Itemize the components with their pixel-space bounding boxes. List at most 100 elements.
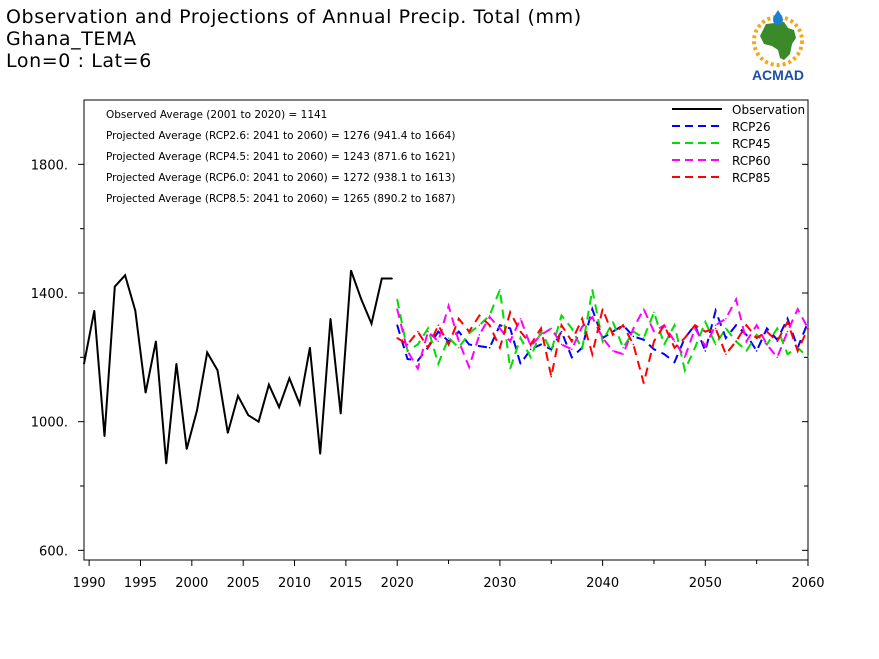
- data-point-rcp60: [745, 340, 748, 343]
- data-point-rcp45: [663, 343, 666, 346]
- data-point-rcp60: [786, 330, 789, 333]
- data-point-rcp85: [612, 334, 614, 336]
- data-point-rcp45: [478, 324, 481, 326]
- data-point-rcp60: [581, 325, 583, 328]
- data-point-rcp60: [776, 356, 778, 359]
- data-point-observation: [319, 453, 321, 455]
- x-tick-label: 2015: [329, 576, 362, 591]
- data-point-rcp60: [396, 308, 399, 310]
- data-point-rcp60: [560, 343, 563, 346]
- stat-annotation: Projected Average (RCP2.6: 2041 to 2060)…: [106, 130, 455, 142]
- data-point-rcp60: [509, 340, 511, 343]
- data-point-rcp26: [540, 343, 542, 346]
- stat-annotation: Projected Average (RCP6.0: 2041 to 2060)…: [106, 172, 455, 184]
- data-point-rcp85: [622, 324, 624, 326]
- data-point-rcp85: [540, 327, 542, 330]
- stat-annotation: Projected Average (RCP4.5: 2041 to 2060)…: [106, 151, 455, 163]
- data-point-rcp85: [745, 324, 748, 326]
- data-point-rcp60: [437, 340, 440, 343]
- data-point-rcp60: [499, 327, 501, 330]
- data-point-rcp60: [612, 350, 614, 352]
- data-point-rcp85: [786, 321, 789, 323]
- chart-title: Observation and Projections of Annual Pr…: [6, 6, 582, 28]
- data-point-rcp45: [509, 367, 511, 370]
- data-point-rcp45: [581, 348, 583, 351]
- data-point-rcp85: [509, 311, 511, 314]
- data-point-rcp26: [509, 327, 511, 330]
- data-point-rcp85: [427, 346, 429, 349]
- data-point-rcp85: [653, 340, 655, 343]
- data-point-observation: [350, 269, 352, 272]
- x-tick-label: 2030: [483, 576, 516, 591]
- data-point-rcp60: [653, 330, 655, 333]
- station-name: Ghana_TEMA: [6, 28, 137, 50]
- data-point-rcp85: [571, 340, 573, 343]
- plot-series: [83, 269, 809, 465]
- data-point-rcp85: [601, 308, 604, 310]
- data-point-rcp45: [591, 288, 594, 291]
- plot-legend: Observation RCP26 RCP45 RCP60 RCP85: [672, 103, 805, 185]
- data-point-rcp60: [683, 356, 686, 359]
- data-point-observation: [329, 317, 332, 320]
- data-point-rcp60: [488, 316, 491, 318]
- data-point-rcp60: [550, 327, 553, 330]
- data-point-observation: [237, 395, 239, 397]
- data-point-rcp26: [437, 330, 440, 333]
- sun-rays-icon: [752, 15, 804, 67]
- data-point-rcp26: [642, 338, 645, 341]
- data-point-rcp60: [796, 308, 799, 310]
- legend-label-rcp60: RCP60: [732, 154, 771, 168]
- data-point-rcp45: [725, 327, 727, 330]
- data-point-rcp45: [416, 343, 419, 346]
- x-tick-label: 2060: [791, 576, 824, 591]
- data-point-rcp85: [529, 343, 532, 346]
- data-point-rcp85: [807, 327, 809, 330]
- data-point-observation: [268, 383, 270, 386]
- data-point-rcp26: [725, 337, 727, 339]
- data-point-rcp45: [396, 298, 399, 301]
- data-point-observation: [175, 362, 178, 365]
- data-point-rcp85: [437, 324, 440, 326]
- data-point-rcp45: [683, 369, 686, 372]
- series-line-rcp45: [396, 285, 809, 374]
- data-point-rcp85: [714, 327, 717, 330]
- y-tick-label: 600.: [39, 544, 68, 559]
- plot-frame: [83, 99, 809, 561]
- data-point-observation: [226, 432, 229, 434]
- data-point-rcp26: [755, 350, 758, 352]
- data-point-rcp85: [468, 330, 470, 333]
- station-coordinates: Lon=0 : Lat=6: [6, 50, 152, 72]
- data-point-rcp60: [735, 298, 737, 301]
- x-tick-label: 2050: [689, 576, 722, 591]
- data-point-rcp26: [663, 353, 666, 355]
- data-point-observation: [278, 406, 280, 409]
- data-point-rcp45: [550, 350, 553, 352]
- series-line-rcp60: [396, 296, 809, 372]
- data-point-rcp60: [725, 317, 727, 320]
- water-drop-icon: [773, 10, 783, 25]
- data-point-rcp26: [745, 334, 748, 336]
- data-point-rcp85: [694, 324, 696, 326]
- data-point-rcp45: [612, 321, 614, 323]
- data-point-observation: [196, 409, 198, 412]
- data-point-rcp60: [694, 327, 696, 330]
- data-point-rcp60: [632, 327, 635, 330]
- data-point-rcp85: [560, 324, 563, 326]
- data-point-rcp60: [416, 367, 419, 370]
- data-point-rcp26: [735, 324, 737, 326]
- data-point-rcp26: [396, 324, 399, 326]
- data-point-rcp45: [622, 346, 624, 349]
- data-point-rcp26: [488, 346, 491, 349]
- data-point-rcp85: [735, 340, 737, 343]
- data-point-observation: [216, 369, 219, 372]
- data-point-observation: [134, 309, 137, 312]
- chart-title-block: Observation and Projections of Annual Pr…: [6, 6, 582, 72]
- data-point-rcp45: [704, 321, 707, 323]
- plot-annotations: Observed Average (2001 to 2020) = 1141 Pr…: [106, 109, 455, 205]
- data-point-rcp60: [519, 317, 522, 320]
- data-point-rcp60: [458, 340, 460, 343]
- data-point-rcp26: [653, 348, 655, 351]
- data-point-rcp45: [447, 337, 450, 339]
- data-point-observation: [144, 391, 147, 394]
